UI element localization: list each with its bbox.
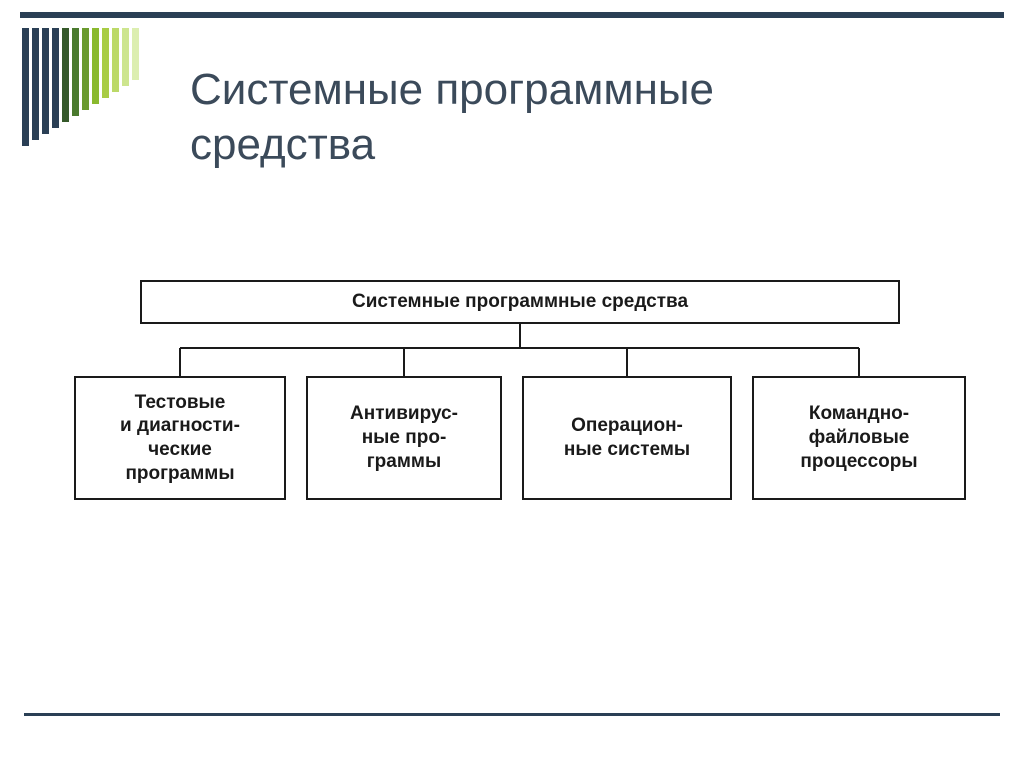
stripe-bar	[32, 28, 39, 140]
stripe-bar	[132, 28, 139, 80]
stripe-bar	[42, 28, 49, 134]
stripe-bar	[92, 28, 99, 104]
child-node-3: Командно- файловые процессоры	[752, 376, 966, 500]
bottom-rule	[24, 713, 1000, 716]
stripe-bar	[72, 28, 79, 116]
child-node-1: Антивирус- ные про- граммы	[306, 376, 502, 500]
stripe-bar	[82, 28, 89, 110]
stripe-bar	[22, 28, 29, 146]
children-row: Тестовые и диагности- ческие программыАн…	[70, 376, 970, 500]
tree-connectors	[70, 324, 970, 376]
hierarchy-diagram: Системные программные средства Тестовые …	[70, 280, 970, 500]
decorative-stripes	[22, 28, 152, 158]
root-node: Системные программные средства	[140, 280, 900, 324]
stripe-bar	[102, 28, 109, 98]
child-node-0: Тестовые и диагности- ческие программы	[74, 376, 286, 500]
stripe-bar	[112, 28, 119, 92]
stripe-bar	[52, 28, 59, 128]
stripe-bar	[122, 28, 129, 86]
top-rule	[20, 12, 1004, 18]
slide-title: Системные программные средства	[190, 62, 714, 172]
stripe-bar	[62, 28, 69, 122]
child-node-2: Операцион- ные системы	[522, 376, 732, 500]
